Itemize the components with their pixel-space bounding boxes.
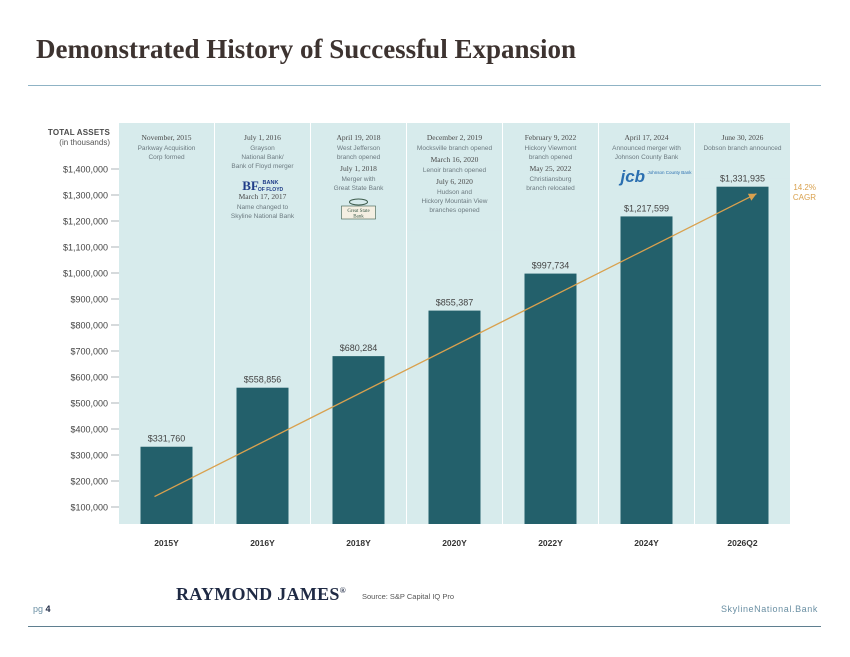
y-tick-label: $900,000 <box>70 295 108 305</box>
bar <box>428 310 481 524</box>
cagr-value: 14.2% <box>793 183 816 192</box>
event-header-box <box>215 123 310 240</box>
footer-divider <box>28 626 821 627</box>
y-tick-label: $100,000 <box>70 503 108 513</box>
event-description: Christiansburg <box>530 176 572 183</box>
bank-website: SkylineNational.Bank <box>720 604 818 614</box>
y-tick-label: $600,000 <box>70 373 108 383</box>
page-title: Demonstrated History of Successful Expan… <box>36 34 577 64</box>
event-date: March 17, 2017 <box>239 192 287 201</box>
bar-value-label: $558,856 <box>244 375 282 385</box>
great-state-bank-logo <box>341 205 376 220</box>
header-divider <box>28 85 821 86</box>
event-description: Hickory Mountain View <box>422 198 488 205</box>
page-number: pg 4 <box>33 604 51 614</box>
event-description: West Jefferson <box>337 145 380 152</box>
bar <box>236 387 289 524</box>
y-axis-title: TOTAL ASSETS <box>47 128 110 137</box>
event-description: branch relocated <box>526 185 575 192</box>
x-tick-label: 2018Y <box>346 538 371 548</box>
event-header-box <box>119 123 214 174</box>
event-description: Merger with <box>342 176 376 183</box>
y-tick-label: $200,000 <box>70 477 108 487</box>
y-tick-label: $1,000,000 <box>63 269 108 279</box>
event-date: November, 2015 <box>141 133 191 142</box>
bar <box>140 446 193 524</box>
event-description: Name changed to <box>237 204 289 211</box>
event-description: Bank of Floyd merger <box>231 163 294 170</box>
y-axis-subtitle: (in thousands) <box>59 138 110 147</box>
y-tick-label: $700,000 <box>70 347 108 357</box>
event-date: December 2, 2019 <box>427 133 482 142</box>
event-date: July 1, 2018 <box>340 164 377 173</box>
bar-value-label: $997,734 <box>532 261 570 271</box>
y-tick-label: $1,300,000 <box>63 191 108 201</box>
event-description: Mocksville branch opened <box>417 145 493 152</box>
event-description: Hudson and <box>437 189 472 196</box>
y-tick-label: $400,000 <box>70 425 108 435</box>
bar <box>524 273 577 524</box>
cagr-label: CAGR <box>793 193 816 202</box>
event-description: branch opened <box>529 154 573 161</box>
event-description: Great State Bank <box>334 185 385 192</box>
x-tick-label: 2015Y <box>154 538 179 548</box>
bar-value-label: $855,387 <box>436 298 474 308</box>
event-header-box <box>407 123 502 231</box>
event-description: National Bank/ <box>241 154 283 161</box>
cagr-trend-line <box>154 193 757 498</box>
event-date: May 25, 2022 <box>530 164 572 173</box>
jcb-logo: jcb <box>619 167 646 186</box>
event-description: Parkway Acquisition <box>138 145 196 152</box>
event-date: June 30, 2026 <box>722 133 764 142</box>
bank-of-floyd-logo-mark: BF <box>242 178 259 193</box>
bar <box>332 356 385 524</box>
event-description: Johnson County Bank <box>615 154 679 161</box>
event-date: July 1, 2016 <box>244 133 281 142</box>
bank-of-floyd-logo-text: OF FLOYD <box>258 187 284 193</box>
event-date: February 9, 2022 <box>525 133 577 142</box>
great-state-bank-logo-text: Bank <box>353 215 364 220</box>
event-description: Announced merger with <box>612 145 681 152</box>
bar-value-label: $331,760 <box>148 434 186 444</box>
bar <box>716 186 769 524</box>
event-description: Grayson <box>250 145 275 152</box>
y-tick-label: $500,000 <box>70 399 108 409</box>
y-tick-label: $800,000 <box>70 321 108 331</box>
event-description: Hickory Viewmont <box>525 145 577 152</box>
great-state-bank-logo-mark <box>349 198 368 206</box>
event-description: Dobson branch announced <box>703 145 781 152</box>
x-tick-label: 2026Q2 <box>727 538 758 548</box>
bar-value-label: $1,331,935 <box>720 174 765 184</box>
y-tick-label: $1,200,000 <box>63 217 108 227</box>
event-header-box <box>503 123 598 211</box>
x-tick-label: 2024Y <box>634 538 659 548</box>
bank-of-floyd-logo-text: BANK <box>263 180 279 186</box>
event-header-box <box>599 123 694 195</box>
y-tick-label: $1,400,000 <box>63 165 108 175</box>
x-tick-label: 2022Y <box>538 538 563 548</box>
event-description: Lenoir branch opened <box>423 167 487 174</box>
source-note: Source: S&P Capital IQ Pro <box>362 592 454 601</box>
y-tick-label: $300,000 <box>70 451 108 461</box>
event-description: Skyline National Bank <box>231 213 295 220</box>
bar-value-label: $680,284 <box>340 343 378 353</box>
event-date: April 19, 2018 <box>337 133 381 142</box>
event-description: Corp formed <box>148 154 185 161</box>
event-date: April 17, 2024 <box>625 133 669 142</box>
y-tick-label: $1,100,000 <box>63 243 108 253</box>
event-date: March 16, 2020 <box>431 155 479 164</box>
x-tick-label: 2020Y <box>442 538 467 548</box>
great-state-bank-logo-text: Great State <box>347 209 370 214</box>
event-description: branches opened <box>429 207 480 214</box>
bar-value-label: $1,217,599 <box>624 203 669 213</box>
event-header-box <box>695 123 790 179</box>
x-tick-label: 2016Y <box>250 538 275 548</box>
jcb-logo-caption: Johnson County Bank <box>648 170 693 175</box>
bar <box>620 216 673 524</box>
raymond-james-logo: RAYMOND JAMES® <box>176 584 347 604</box>
event-date: July 6, 2020 <box>436 177 473 186</box>
event-description: branch opened <box>337 154 381 161</box>
